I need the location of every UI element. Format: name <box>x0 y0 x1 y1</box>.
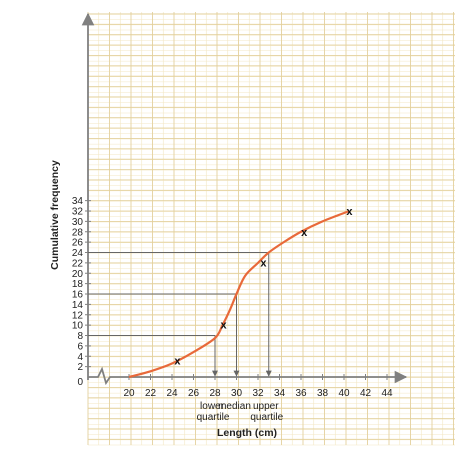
plotted-point-marker: x <box>260 257 267 269</box>
x-tick-label: 28 <box>209 388 221 399</box>
quartile-label: upper <box>253 401 279 412</box>
y-tick-label: 32 <box>72 207 84 218</box>
y-axis-title: Cumulative frequency <box>49 160 61 270</box>
plotted-point-marker: x <box>221 320 228 332</box>
axes <box>81 12 408 386</box>
x-tick-label: 32 <box>252 388 264 399</box>
y-tick-label: 26 <box>72 238 84 249</box>
curve-group <box>128 209 350 379</box>
x-tick-label: 26 <box>188 388 200 399</box>
y-tick-label: 6 <box>77 341 83 352</box>
quartile-label: lower <box>200 401 225 412</box>
x-tick-label: 40 <box>338 388 350 399</box>
y-tick-label: 22 <box>72 258 84 269</box>
y-tick-label: 24 <box>72 248 84 259</box>
y-tick-label: 18 <box>72 279 84 290</box>
y-tick-label: 16 <box>72 290 84 301</box>
plotted-point-marker: x <box>174 355 181 367</box>
x-axis-title: Length (cm) <box>217 427 277 439</box>
quartile-guides <box>88 252 272 377</box>
quartile-label: quartile <box>197 412 230 423</box>
quartile-label: median <box>218 401 251 412</box>
x-tick-label: 20 <box>123 388 135 399</box>
quartile-label: quartile <box>250 412 283 423</box>
y-tick-label: 8 <box>77 331 83 342</box>
grid <box>87 12 455 446</box>
x-tick-label: 42 <box>360 388 372 399</box>
y-tick-label: 2 <box>77 362 83 373</box>
plotted-points: x x x x x <box>174 206 353 367</box>
origin-label: 0 <box>77 377 83 388</box>
x-tick-label: 22 <box>145 388 157 399</box>
y-tick-label: 10 <box>72 321 84 332</box>
x-tick-label: 30 <box>231 388 243 399</box>
cumulative-frequency-curve <box>128 209 350 379</box>
x-tick-label: 38 <box>317 388 329 399</box>
x-tick-label: 36 <box>295 388 307 399</box>
y-tick-label: 12 <box>72 310 84 321</box>
x-axis-with-break <box>88 366 408 386</box>
plotted-point-marker: x <box>301 227 308 239</box>
y-tick-label: 34 <box>72 196 84 207</box>
x-tick-label: 24 <box>166 388 178 399</box>
y-tick-label: 14 <box>72 300 84 311</box>
x-tick-label: 44 <box>381 388 393 399</box>
x-tick-label: 34 <box>274 388 286 399</box>
y-tick-label: 28 <box>72 227 84 238</box>
plotted-point-marker: x <box>346 206 353 218</box>
y-tick-label: 30 <box>72 217 84 228</box>
y-tick-label: 20 <box>72 269 84 280</box>
y-tick-label: 4 <box>77 352 83 363</box>
